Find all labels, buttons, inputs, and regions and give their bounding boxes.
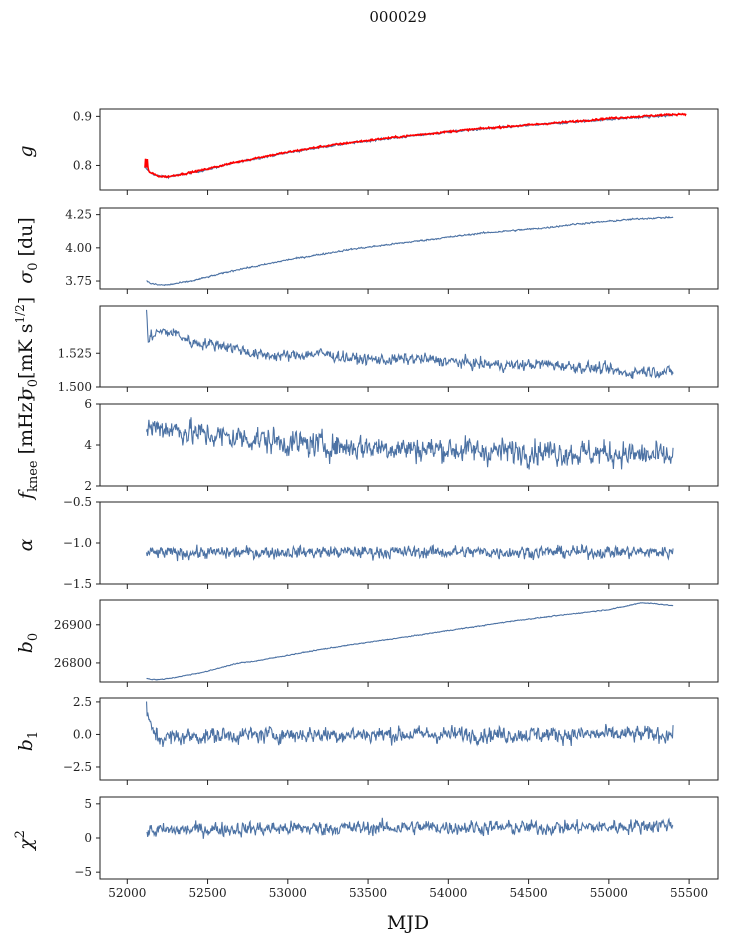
x-axis-label: MJD	[387, 912, 429, 934]
panel-5: −1.5 −1.0 −0.5 α	[15, 495, 719, 591]
y-tick-label: 0.9	[73, 109, 92, 123]
series-line	[146, 309, 674, 379]
y-tick-label: 6	[84, 397, 92, 411]
panel-1: 0.8 0.9 g	[15, 108, 719, 195]
x-tick-label: 52000	[108, 886, 146, 900]
x-tick-label: 53500	[349, 886, 387, 900]
series-line	[146, 602, 674, 681]
y-axis-label: g	[15, 145, 37, 157]
panel-2: 3.75 4.00 4.25 σ0 [du]	[15, 207, 719, 294]
y-axis-label: b0	[15, 633, 41, 653]
series-line	[146, 817, 674, 839]
plot-frame	[99, 305, 719, 388]
y-tick-label: −5	[74, 865, 92, 879]
panel-6: 26800 26900 b0	[15, 599, 719, 687]
y-axis-label: σ0[mK s1/2]	[13, 297, 41, 400]
y-tick-label: 4	[84, 438, 92, 452]
y-tick-label: 0.0	[73, 727, 92, 741]
x-tick-label: 54000	[429, 886, 467, 900]
y-tick-label: −1.5	[63, 577, 92, 591]
plot-frame	[99, 501, 719, 585]
plot-frame	[99, 108, 719, 191]
plot-frame	[99, 697, 719, 781]
y-axis-label: b1	[15, 731, 41, 751]
plot-frame	[99, 599, 719, 683]
y-tick-label: 26900	[54, 618, 92, 632]
y-tick-label: 3.75	[65, 274, 92, 288]
panel-3: 1.500 1.525 σ0[mK s1/2]	[13, 297, 719, 400]
series-line	[146, 543, 674, 562]
y-tick-label: −2.5	[63, 760, 92, 774]
y-axis-label: α	[15, 538, 37, 551]
y-tick-label: 0	[84, 831, 92, 845]
y-tick-label: 26800	[54, 656, 92, 670]
y-tick-label: 2	[84, 479, 92, 493]
y-tick-label: 4.00	[65, 241, 92, 255]
series-line	[144, 114, 674, 180]
x-tick-label: 52500	[188, 886, 226, 900]
series-line	[146, 215, 674, 287]
y-axis-label: σ0 [du]	[15, 217, 41, 284]
panel-4: 2 4 6 fknee [mHz]	[15, 395, 719, 501]
y-axis-label: fknee [mHz]	[15, 395, 41, 501]
panel-8: −5 0 5 52000 52500 53000 53500 54000 54500 55000 5…	[13, 796, 719, 900]
y-tick-label: 0.8	[73, 158, 92, 172]
panel-7: −2.5 0.0 2.5 b1	[15, 695, 719, 785]
y-tick-label: 5	[84, 797, 92, 811]
y-tick-label: −0.5	[63, 495, 92, 509]
x-tick-label: 55500	[670, 886, 708, 900]
y-tick-label: 4.25	[65, 208, 92, 222]
panels: 0.8 0.9 g 3.75 4.00 4.25 σ0 [du] 1.500 1.525 σ0[m…	[13, 108, 719, 900]
y-axis-label: χ2	[13, 830, 37, 852]
plot-frame	[99, 796, 719, 880]
series-line	[146, 417, 674, 470]
y-tick-label: 1.525	[58, 346, 92, 360]
x-tick-label: 55000	[590, 886, 628, 900]
figure-title: 000029	[369, 8, 426, 26]
y-tick-label: 1.500	[58, 380, 92, 394]
series-line	[144, 112, 687, 179]
series-line	[146, 701, 674, 747]
x-tick-label: 54500	[509, 886, 547, 900]
y-tick-label: 2.5	[73, 695, 92, 709]
x-tick-label: 53000	[269, 886, 307, 900]
y-tick-label: −1.0	[63, 536, 92, 550]
plot-frame	[99, 207, 719, 290]
